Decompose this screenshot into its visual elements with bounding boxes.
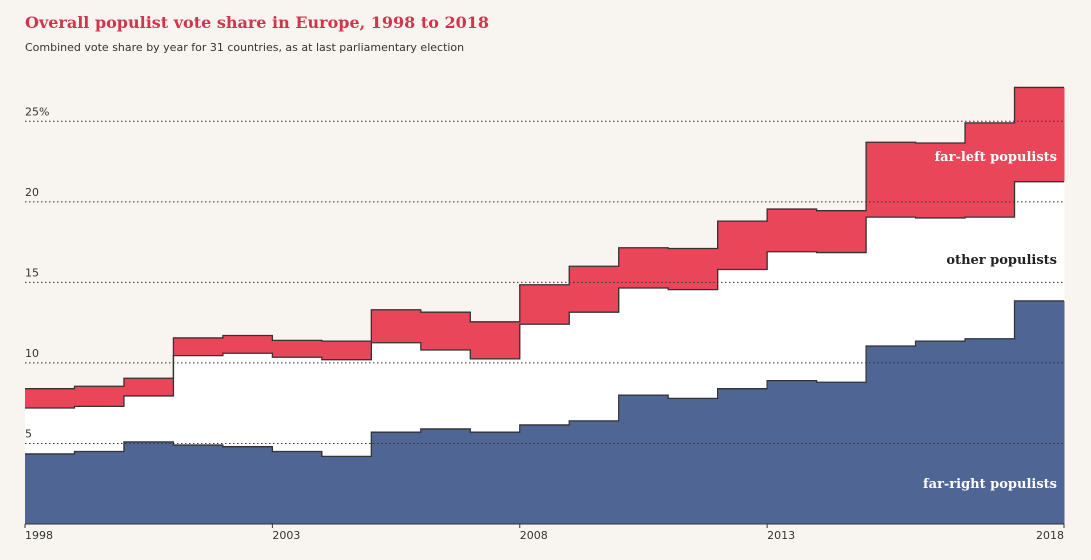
x-tick-label: 2013 xyxy=(767,529,795,542)
area-segment xyxy=(668,248,719,290)
area-segment xyxy=(866,142,917,218)
series-label: far-left populists xyxy=(935,150,1057,165)
plot-area xyxy=(25,87,1065,524)
area-segment xyxy=(1014,87,1065,182)
area-segment xyxy=(519,424,570,524)
area-segment xyxy=(321,456,372,524)
area-segment xyxy=(173,337,224,356)
area-segment xyxy=(371,309,422,343)
chart-subtitle: Combined vote share by year for 31 count… xyxy=(25,41,464,54)
area-segment xyxy=(717,388,768,524)
x-tick-label: 2008 xyxy=(520,529,548,542)
area-segment xyxy=(915,143,966,218)
area-segment xyxy=(222,335,273,354)
area-segment xyxy=(173,445,224,524)
area-segment xyxy=(25,453,75,524)
area-segment xyxy=(321,341,372,360)
area-segment xyxy=(470,432,521,524)
area-segment xyxy=(222,446,273,524)
area-segment xyxy=(866,345,917,524)
y-tick-label: 15 xyxy=(25,266,39,279)
area-segment xyxy=(25,408,75,454)
series-label: other populists xyxy=(946,253,1057,268)
area-segment xyxy=(321,359,372,457)
x-tick-label: 2018 xyxy=(1036,529,1064,542)
area-segment xyxy=(767,380,818,524)
area-segment xyxy=(668,398,719,524)
area-segment xyxy=(420,350,471,429)
area-segment xyxy=(222,353,273,447)
area-segment xyxy=(1014,181,1065,301)
area-segment xyxy=(767,209,818,252)
area-segment xyxy=(420,312,471,351)
area-segment xyxy=(915,341,966,524)
area-segment xyxy=(74,406,125,452)
x-tick-label: 2003 xyxy=(272,529,300,542)
area-segment xyxy=(816,252,867,383)
area-segment xyxy=(371,432,422,524)
area-segment xyxy=(618,395,669,524)
area-segment xyxy=(618,288,669,396)
area-segment xyxy=(123,395,174,442)
area-segment xyxy=(173,355,224,446)
area-segment xyxy=(569,420,620,524)
y-tick-label: 20 xyxy=(25,186,39,199)
area-segment xyxy=(767,251,818,381)
area-segment xyxy=(866,217,917,346)
area-segment xyxy=(272,451,323,524)
area-segment xyxy=(470,358,521,433)
y-tick-label: 10 xyxy=(25,347,39,360)
area-segment xyxy=(717,221,768,270)
area-segment xyxy=(717,269,768,389)
area-segment xyxy=(569,266,620,313)
area-segment xyxy=(519,284,570,325)
area-segment xyxy=(74,386,125,407)
area-segment xyxy=(272,357,323,452)
labels: 5 10 15 20 25% 1998 2003 2008 2013 2018 far-right … xyxy=(24,105,1065,542)
area-segment xyxy=(420,428,471,524)
area-segment xyxy=(123,378,174,396)
area-segment xyxy=(668,289,719,399)
area-segment xyxy=(74,451,125,524)
area-segment xyxy=(965,217,1016,339)
step-outline xyxy=(25,181,1064,409)
y-tick-label: 5 xyxy=(25,427,32,440)
area-segment xyxy=(371,342,422,433)
chart-title: Overall populist vote share in Europe, 1… xyxy=(25,13,489,32)
series-label: far-right populists xyxy=(923,477,1057,492)
x-tick-label: 1998 xyxy=(25,529,53,542)
area-segment xyxy=(470,321,521,359)
area-segment xyxy=(816,382,867,524)
area-segment xyxy=(569,312,620,421)
y-tick-label: 25% xyxy=(25,105,49,118)
step-outline xyxy=(25,86,1064,390)
area-segment xyxy=(618,247,669,289)
area-segment xyxy=(25,388,75,409)
area-segment xyxy=(816,210,867,253)
area-segment xyxy=(965,338,1016,524)
area-segment xyxy=(965,122,1016,218)
step-outline xyxy=(25,300,1064,457)
grid xyxy=(25,120,1064,525)
area-segment xyxy=(123,441,174,524)
outlines xyxy=(25,86,1064,457)
area-segment xyxy=(1014,300,1065,524)
area-segment xyxy=(519,324,570,425)
area-segment xyxy=(915,217,966,342)
area-segment xyxy=(272,340,323,358)
